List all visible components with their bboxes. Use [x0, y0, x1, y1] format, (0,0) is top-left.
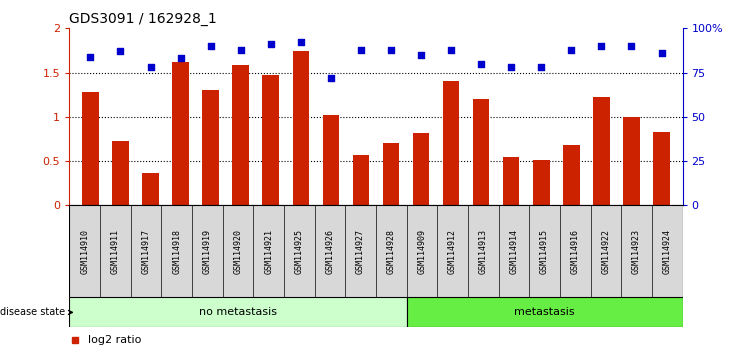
Point [265, 41, 277, 47]
Bar [593, 97, 610, 205]
Bar [407, 297, 683, 327]
Text: GSM114922: GSM114922 [602, 229, 610, 274]
Text: GSM114914: GSM114914 [510, 229, 518, 274]
Point [325, 75, 337, 81]
Text: GSM114923: GSM114923 [632, 229, 641, 274]
Point [566, 47, 577, 52]
Bar [69, 297, 407, 327]
Bar [82, 92, 99, 205]
Point [535, 64, 547, 70]
Bar [473, 99, 489, 205]
Text: GSM114913: GSM114913 [479, 229, 488, 274]
Point [355, 47, 366, 52]
Bar [263, 75, 279, 205]
Point [596, 43, 607, 49]
Point [145, 64, 156, 70]
Text: GSM114916: GSM114916 [571, 229, 580, 274]
Point [205, 43, 217, 49]
Text: GSM114909: GSM114909 [418, 229, 426, 274]
Point [85, 54, 96, 59]
Bar [202, 90, 219, 205]
Text: GSM114928: GSM114928 [387, 229, 396, 274]
Point [626, 43, 637, 49]
Bar [503, 156, 520, 205]
Text: GDS3091 / 162928_1: GDS3091 / 162928_1 [69, 12, 217, 26]
Bar [443, 81, 459, 205]
Bar [232, 65, 249, 205]
Point [445, 47, 457, 52]
Text: GSM114920: GSM114920 [234, 229, 242, 274]
Text: GSM114918: GSM114918 [172, 229, 181, 274]
Bar [623, 117, 639, 205]
Bar [172, 62, 189, 205]
Bar [653, 132, 670, 205]
Text: GSM114927: GSM114927 [356, 229, 365, 274]
Text: GSM114926: GSM114926 [326, 229, 334, 274]
Point [505, 64, 517, 70]
Text: GSM114911: GSM114911 [111, 229, 120, 274]
Text: GSM114912: GSM114912 [448, 229, 457, 274]
Bar [142, 172, 159, 205]
Point [115, 48, 126, 54]
Point [415, 52, 427, 58]
Point [656, 50, 667, 56]
Point [385, 47, 397, 52]
Text: metastasis: metastasis [514, 307, 575, 318]
Text: GSM114921: GSM114921 [264, 229, 273, 274]
Bar [353, 155, 369, 205]
Text: disease state: disease state [0, 307, 72, 318]
Text: GSM114919: GSM114919 [203, 229, 212, 274]
Text: GSM114910: GSM114910 [80, 229, 89, 274]
Bar [563, 145, 580, 205]
Bar [323, 115, 339, 205]
Bar [112, 141, 128, 205]
Bar [383, 143, 399, 205]
Bar [412, 133, 429, 205]
Point [235, 47, 247, 52]
Bar [533, 160, 550, 205]
Text: no metastasis: no metastasis [199, 307, 277, 318]
Text: GSM114915: GSM114915 [540, 229, 549, 274]
Point [174, 56, 186, 61]
Bar [293, 51, 309, 205]
Text: log2 ratio: log2 ratio [88, 335, 141, 346]
Point [295, 40, 307, 45]
Text: GSM114925: GSM114925 [295, 229, 304, 274]
Text: GSM114924: GSM114924 [663, 229, 672, 274]
Text: GSM114917: GSM114917 [142, 229, 150, 274]
Point [475, 61, 487, 67]
